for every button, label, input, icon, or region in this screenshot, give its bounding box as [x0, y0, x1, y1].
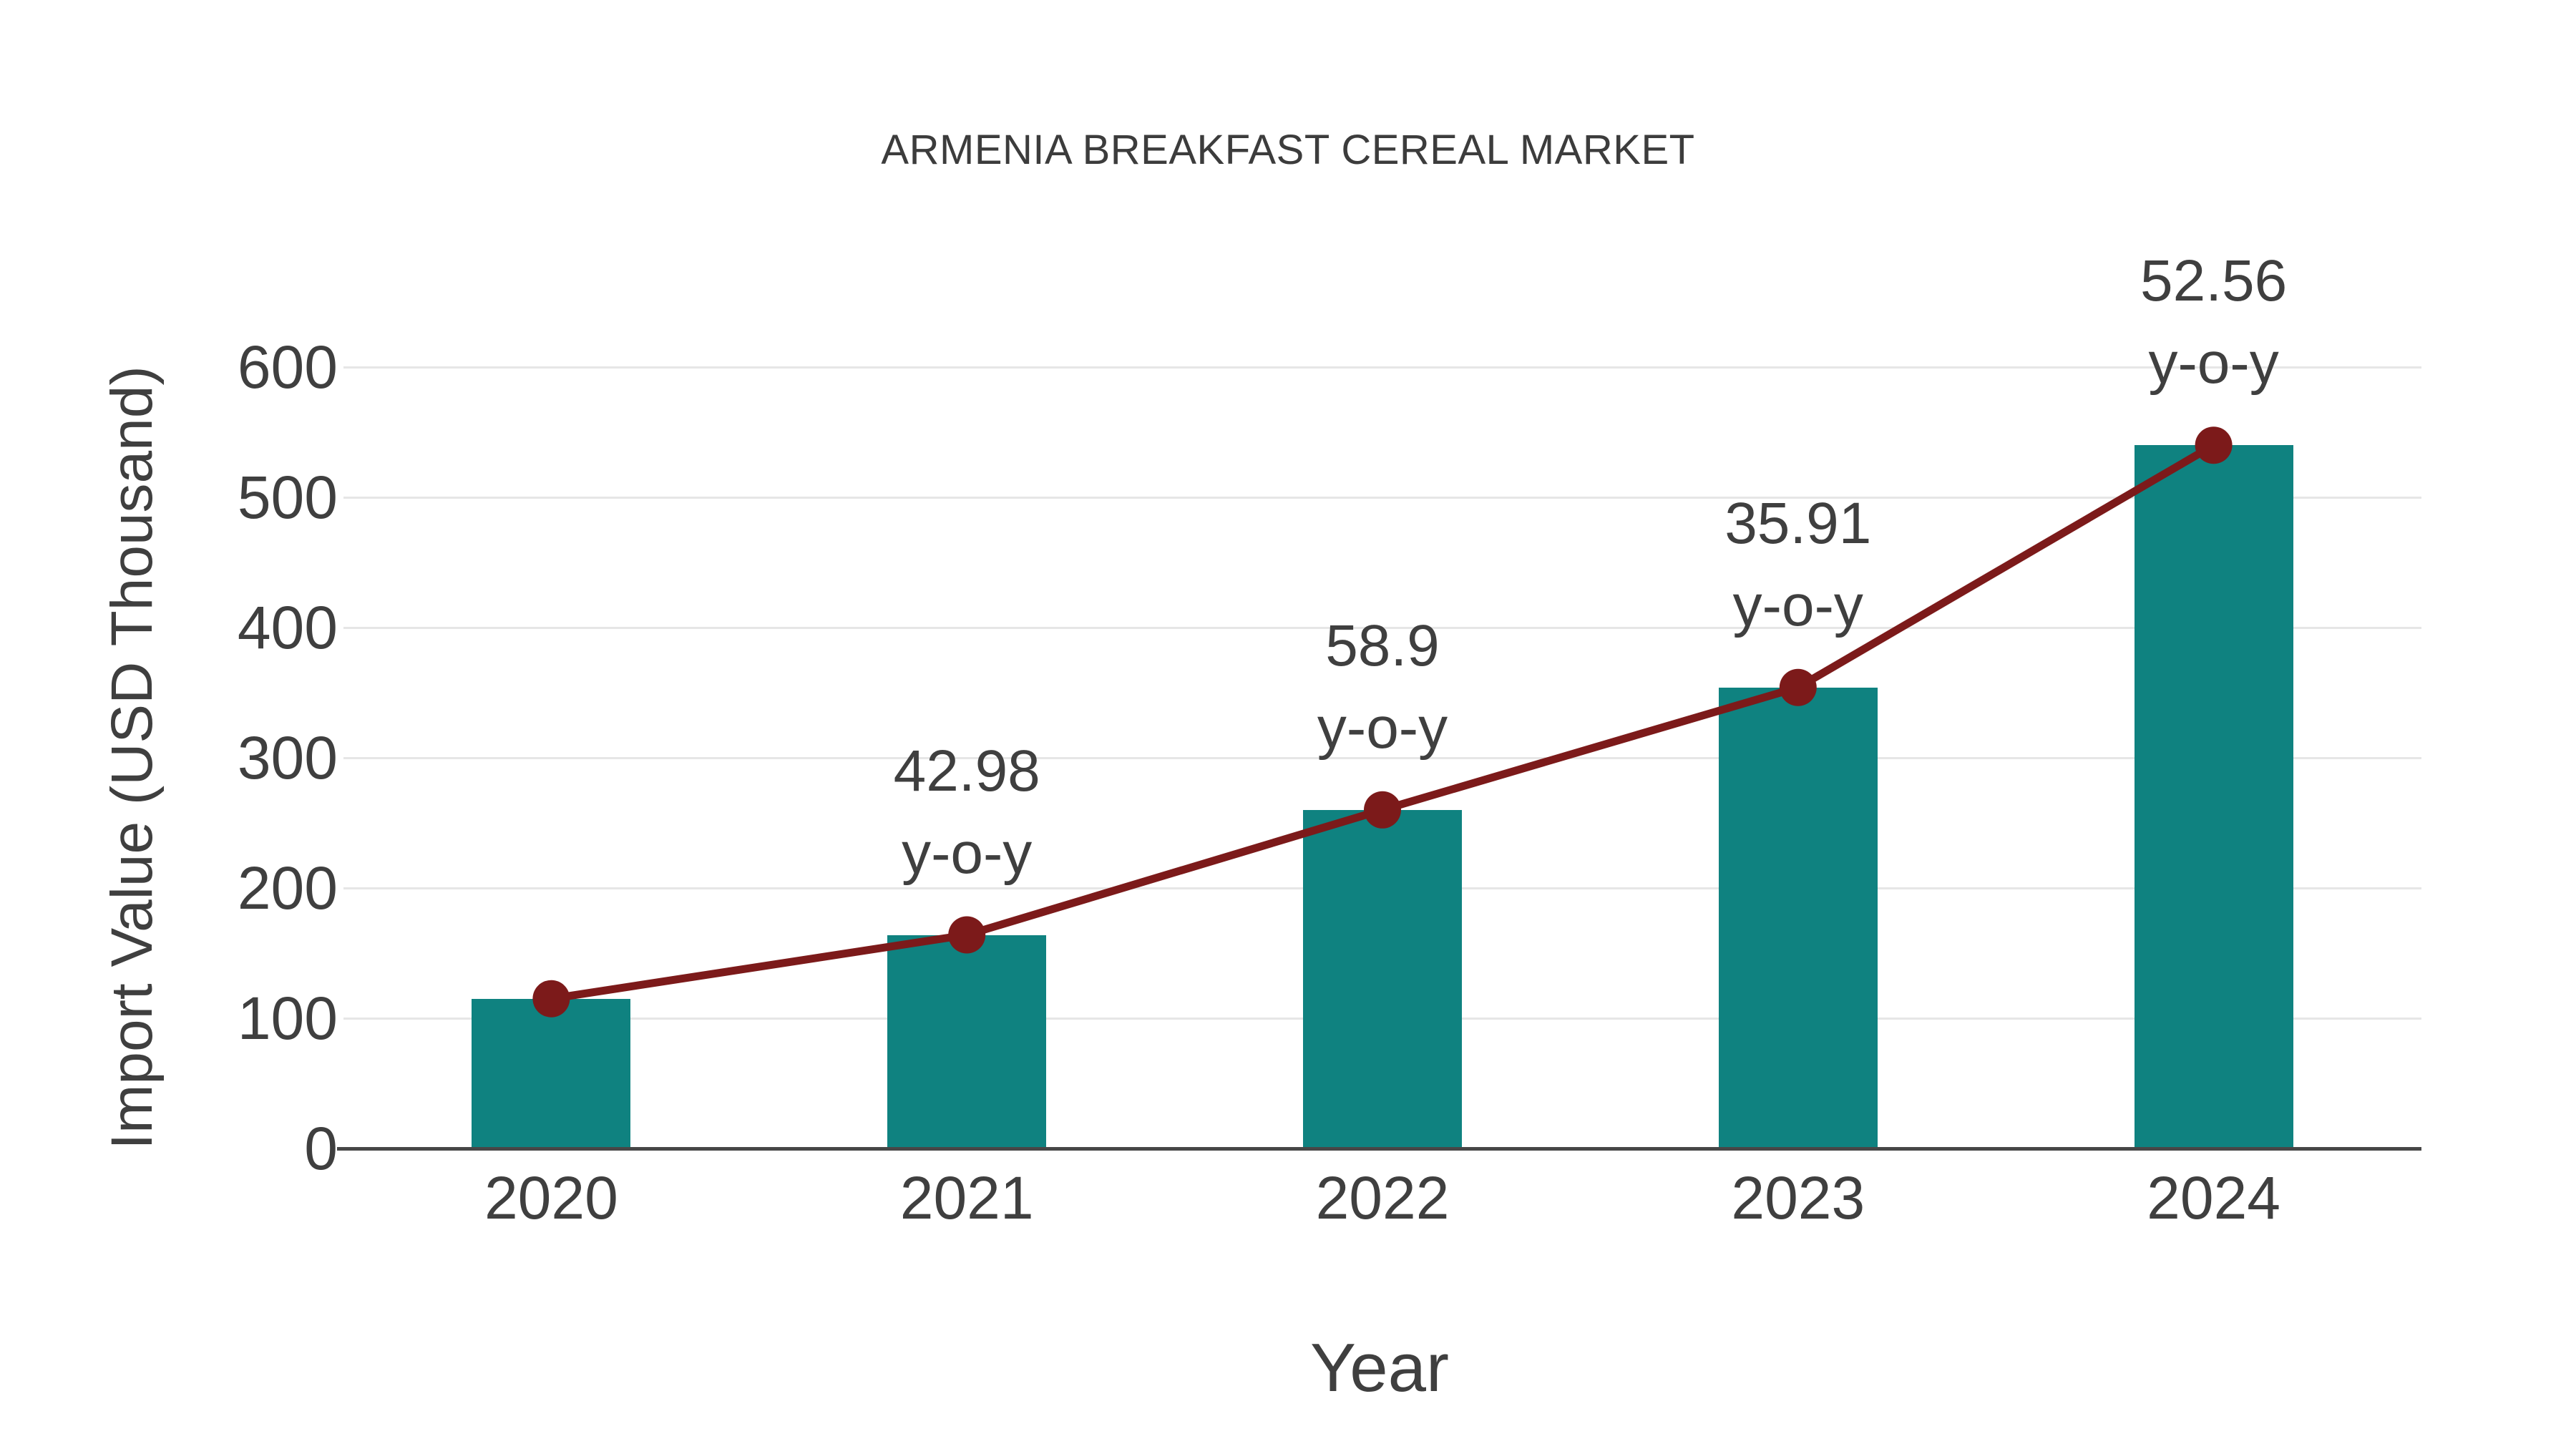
y-tick-label-400: 400 [237, 594, 338, 661]
annotation-yoy-2024: 52.56 y-o-y [2140, 248, 2288, 396]
gridline-300 [343, 756, 2421, 759]
y-tick-label-0: 0 [304, 1115, 338, 1182]
bar-2023 [1718, 687, 1878, 1148]
y-tick-label-200: 200 [237, 854, 338, 922]
line-marker-2020 [532, 980, 570, 1018]
x-tick-label-2023: 2023 [1731, 1164, 1865, 1231]
gridline-400 [343, 626, 2421, 629]
x-tick-label-2020: 2020 [484, 1164, 618, 1231]
line-marker-2023 [1779, 668, 1817, 706]
line-marker-2022 [1364, 791, 1401, 829]
bar-2021 [887, 935, 1047, 1148]
x-tick-label-2021: 2021 [899, 1164, 1034, 1231]
line-marker-2021 [948, 916, 986, 954]
line-marker-2024 [2195, 426, 2233, 464]
y-tick-label-500: 500 [237, 464, 338, 531]
gridline-600 [343, 366, 2421, 369]
bar-2022 [1303, 809, 1462, 1148]
x-axis-line [337, 1147, 2421, 1151]
bar-2024 [2134, 445, 2293, 1148]
annotation-yoy-2021: 42.98 y-o-y [893, 738, 1040, 886]
x-axis-title: Year [1310, 1330, 1449, 1406]
gridline-500 [343, 496, 2421, 499]
annotation-yoy-2023: 35.91 y-o-y [1724, 490, 1872, 638]
chart-title: ARMENIA BREAKFAST CEREAL MARKET [881, 127, 1695, 173]
y-tick-label-600: 600 [237, 333, 338, 401]
annotation-yoy-2022: 58.9 y-o-y [1317, 613, 1448, 761]
bar-2020 [472, 998, 631, 1148]
x-tick-label-2024: 2024 [2147, 1164, 2281, 1231]
y-tick-label-300: 300 [237, 724, 338, 791]
y-tick-label-100: 100 [237, 985, 338, 1052]
x-tick-label-2022: 2022 [1315, 1164, 1450, 1231]
